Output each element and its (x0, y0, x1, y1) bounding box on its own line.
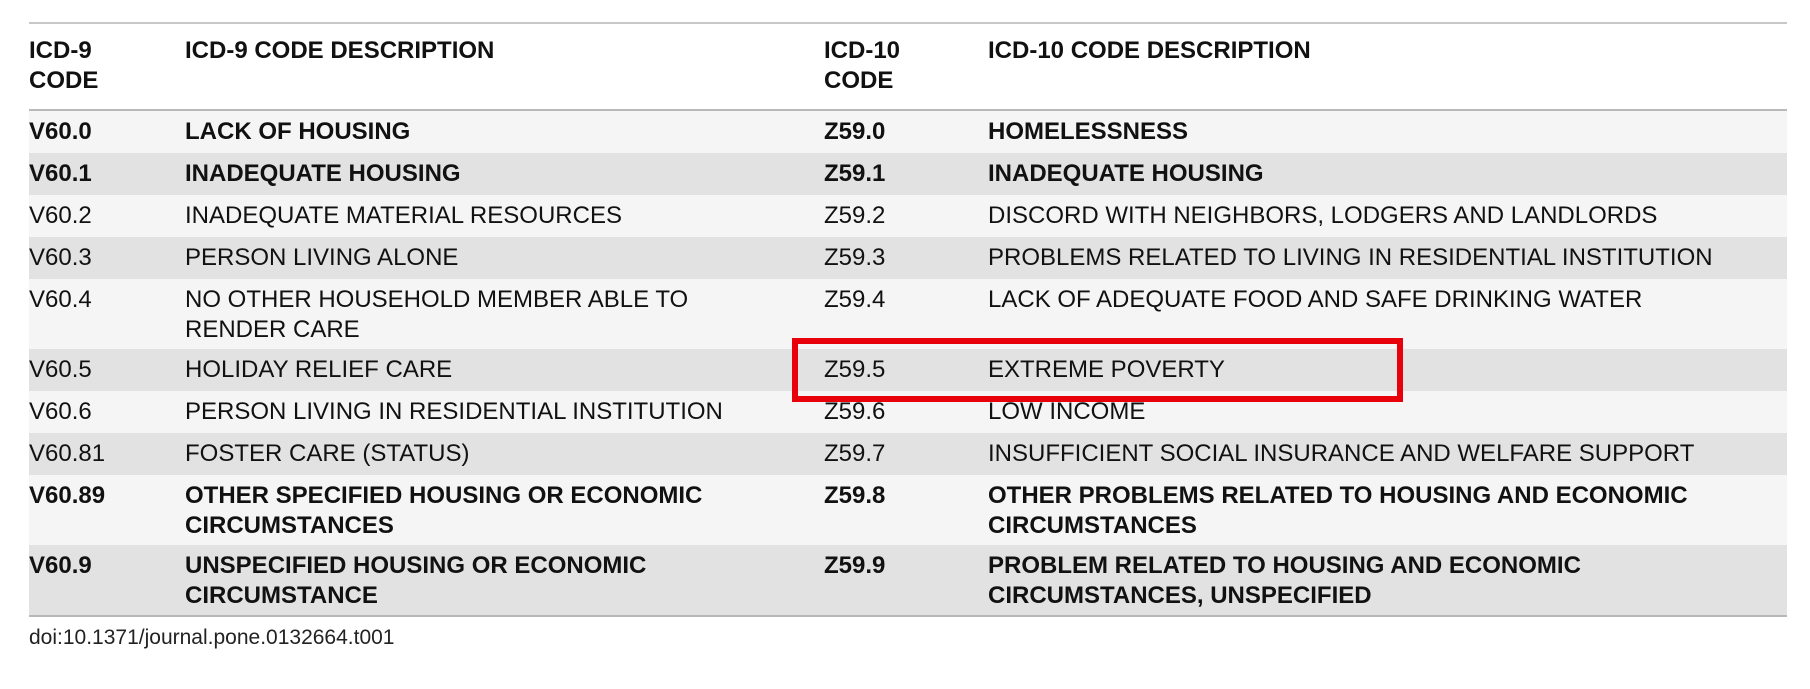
highlight-box (792, 338, 1403, 402)
table-cell: Z59.2 (824, 202, 886, 229)
table-row: V60.89 OTHER SPECIFIED HOUSING OR ECONOMI… (29, 475, 1787, 545)
table-cell: Z59.7 (824, 440, 886, 467)
table-cell: Z59.3 (824, 244, 886, 271)
header-cell: ICD-9 CODE DESCRIPTION (185, 37, 495, 64)
table-row: V60.5 HOLIDAY RELIEF CARE Z59.5 EXTREME POV… (29, 349, 1787, 391)
table-cell: HOLIDAY RELIEF CARE (185, 356, 453, 383)
table-cell: UNSPECIFIED HOUSING OR ECONOMIC CIRCUMST… (185, 552, 647, 609)
table-cell: PERSON LIVING ALONE (185, 244, 459, 271)
table-cell: FOSTER CARE (STATUS) (185, 440, 470, 467)
table-cell: V60.5 (29, 356, 92, 383)
table-row: V60.4 NO OTHER HOUSEHOLD MEMBER ABLE TO R… (29, 279, 1787, 349)
table-cell: V60.0 (29, 118, 92, 145)
table-cell: INADEQUATE HOUSING (988, 160, 1264, 187)
table-cell: Z59.8 (824, 482, 886, 509)
table-cell: V60.4 (29, 286, 92, 313)
header-cell: ICD-10 CODE DESCRIPTION (988, 37, 1311, 64)
table-cell: PROBLEM RELATED TO HOUSING AND ECONOMIC … (988, 552, 1581, 609)
table-cell: NO OTHER HOUSEHOLD MEMBER ABLE TO RENDER… (185, 286, 689, 343)
table-cell: V60.89 (29, 482, 106, 509)
table-cell: DISCORD WITH NEIGHBORS, LODGERS AND LAND… (988, 202, 1658, 229)
table-row: V60.9 UNSPECIFIED HOUSING OR ECONOMIC CIR… (29, 545, 1787, 616)
table-cell: EXTREME POVERTY (988, 356, 1225, 383)
table-cell: Z59.0 (824, 118, 886, 145)
header-cell: ICD-9 CODE (29, 37, 99, 94)
header-cell: ICD-10 CODE (824, 37, 901, 94)
table-cell: V60.81 (29, 440, 106, 467)
table-cell: V60.3 (29, 244, 92, 271)
table-row: V60.0 LACK OF HOUSING Z59.0 HOMELESSNESS (29, 110, 1787, 153)
table-row: V60.1 INADEQUATE HOUSING Z59.1 INADEQUATE H… (29, 153, 1787, 195)
table-cell: LOW INCOME (988, 398, 1146, 425)
table-cell: V60.2 (29, 202, 92, 229)
table-cell: LACK OF ADEQUATE FOOD AND SAFE DRINKING … (988, 286, 1643, 313)
table-cell: V60.6 (29, 398, 92, 425)
table-cell: Z59.1 (824, 160, 886, 187)
table-cell: PROBLEMS RELATED TO LIVING IN RESIDENTIA… (988, 244, 1713, 271)
table-row: V60.2 INADEQUATE MATERIAL RESOURCES Z59.2 D… (29, 195, 1787, 237)
table-cell: Z59.4 (824, 286, 886, 313)
table-cell: PERSON LIVING IN RESIDENTIAL INSTITUTION (185, 398, 723, 425)
table-cell: V60.1 (29, 160, 92, 187)
table-cell: INSUFFICIENT SOCIAL INSURANCE AND WELFAR… (988, 440, 1695, 467)
table-row: V60.3 PERSON LIVING ALONE Z59.3 PROBLEMS RE… (29, 237, 1787, 279)
table-cell: Z59.9 (824, 552, 886, 579)
table-cell: INADEQUATE MATERIAL RESOURCES (185, 202, 622, 229)
table-cell: HOMELESSNESS (988, 118, 1189, 145)
doi: doi:10.1371/journal.pone.0132664.t001 (29, 626, 395, 649)
table-row: V60.81 FOSTER CARE (STATUS) Z59.7 INSUFFICI… (29, 433, 1787, 475)
table-cell: INADEQUATE HOUSING (185, 160, 461, 187)
table-cell: OTHER PROBLEMS RELATED TO HOUSING AND EC… (988, 482, 1688, 539)
header-row: ICD-9 CODE ICD-9 CODE DESCRIPTION ICD-10… (29, 23, 1787, 110)
table-cell: Z59.6 (824, 398, 886, 425)
icd-table: ICD-9 CODE ICD-9 CODE DESCRIPTION ICD-10… (29, 22, 1787, 617)
table-row: V60.6 PERSON LIVING IN RESIDENTIAL INSTIT… (29, 391, 1787, 433)
table-cell: Z59.5 (824, 356, 886, 383)
table-cell: V60.9 (29, 552, 92, 579)
table-cell: LACK OF HOUSING (185, 118, 411, 145)
table-cell: OTHER SPECIFIED HOUSING OR ECONOMIC CIRC… (185, 482, 703, 539)
